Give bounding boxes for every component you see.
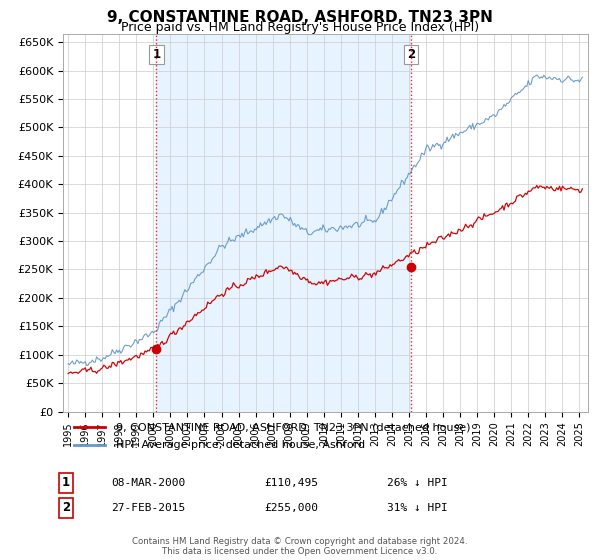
Text: 9, CONSTANTINE ROAD, ASHFORD, TN23 3PN: 9, CONSTANTINE ROAD, ASHFORD, TN23 3PN <box>107 10 493 25</box>
Text: 2: 2 <box>62 501 70 515</box>
Text: 26% ↓ HPI: 26% ↓ HPI <box>387 478 448 488</box>
Text: £110,495: £110,495 <box>264 478 318 488</box>
Text: 9, CONSTANTINE ROAD, ASHFORD, TN23 3PN (detached house): 9, CONSTANTINE ROAD, ASHFORD, TN23 3PN (… <box>115 422 470 432</box>
Text: Contains HM Land Registry data © Crown copyright and database right 2024.
This d: Contains HM Land Registry data © Crown c… <box>132 536 468 556</box>
Text: 31% ↓ HPI: 31% ↓ HPI <box>387 503 448 513</box>
Text: 1: 1 <box>152 48 160 61</box>
Text: £255,000: £255,000 <box>264 503 318 513</box>
Text: 1: 1 <box>62 476 70 489</box>
Text: Price paid vs. HM Land Registry's House Price Index (HPI): Price paid vs. HM Land Registry's House … <box>121 21 479 34</box>
Bar <box>157 34 411 412</box>
Text: 2: 2 <box>407 48 415 61</box>
Text: HPI: Average price, detached house, Ashford: HPI: Average price, detached house, Ashf… <box>115 440 365 450</box>
Text: 08-MAR-2000: 08-MAR-2000 <box>111 478 185 488</box>
Text: 27-FEB-2015: 27-FEB-2015 <box>111 503 185 513</box>
